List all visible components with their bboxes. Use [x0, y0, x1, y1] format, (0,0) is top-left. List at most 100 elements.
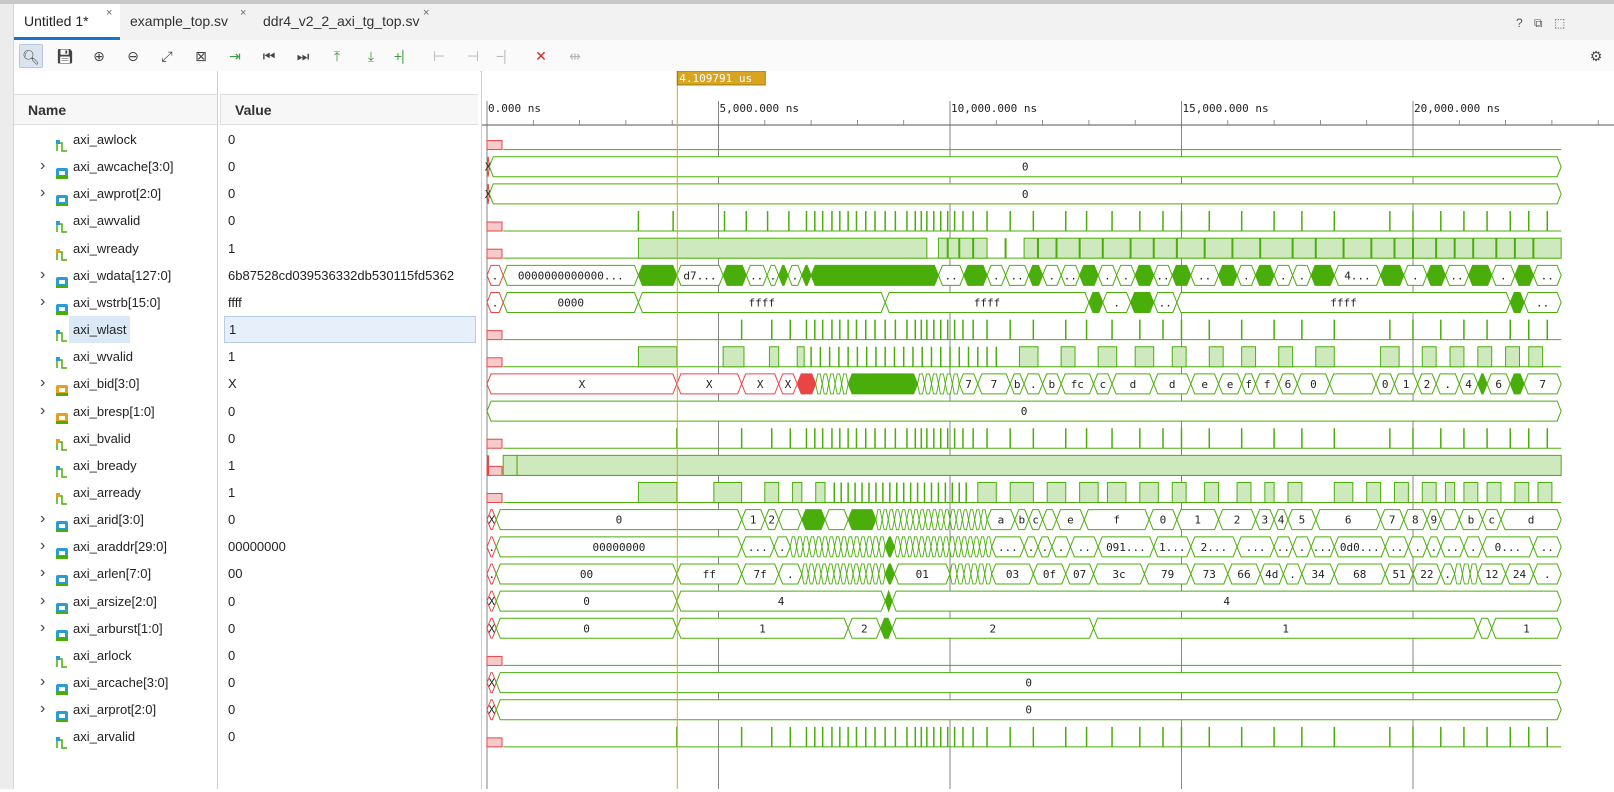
- signal-row[interactable]: axi_bready: [14, 452, 217, 479]
- signal-row[interactable]: › axi_awcache[3:0]: [14, 153, 217, 180]
- gear-icon[interactable]: ⚙: [1589, 48, 1603, 64]
- signal-row[interactable]: axi_wlast: [14, 316, 217, 344]
- waveform-axi_bresp[interactable]: 0: [486, 400, 1562, 422]
- value-column-header[interactable]: Value: [220, 94, 478, 125]
- next-marker-icon[interactable]: ⊣: [466, 48, 480, 64]
- waveform-axi_arlen[interactable]: . 00 ff 7f. 01 03 0f 07 3c 79 73 66 4d. 34 68 51 22. 12 24…: [486, 563, 1562, 585]
- snap-to-transition-icon[interactable]: ⇹: [569, 48, 581, 64]
- signal-value-row[interactable]: 0: [218, 398, 476, 425]
- signal-row[interactable]: axi_awvalid: [14, 207, 217, 234]
- signal-value-row[interactable]: X: [218, 370, 476, 397]
- signal-row[interactable]: › axi_arsize[2:0]: [14, 588, 217, 615]
- tab-untitled-1[interactable]: Untitled 1* ×: [14, 4, 120, 40]
- expand-chevron-icon[interactable]: ›: [40, 591, 46, 609]
- waveform-viewer[interactable]: 0.000 ns 5,000.000 ns 10,000.000 ns 15,000.…: [481, 70, 1614, 789]
- signal-value-row[interactable]: 1: [218, 452, 476, 479]
- expand-chevron-icon[interactable]: ›: [40, 401, 46, 419]
- signal-value-row[interactable]: 0: [218, 506, 476, 533]
- tab-example-top[interactable]: example_top.sv ×: [120, 4, 252, 40]
- signal-value-row[interactable]: 0: [218, 153, 476, 180]
- signal-row[interactable]: › axi_bid[3:0]: [14, 370, 217, 397]
- signal-row[interactable]: axi_arvalid: [14, 723, 217, 750]
- previous-marker-icon[interactable]: ⊢: [432, 48, 446, 64]
- time-cursor-flag[interactable]: [676, 70, 766, 86]
- expand-chevron-icon[interactable]: ›: [40, 537, 46, 555]
- close-icon[interactable]: ×: [423, 7, 430, 19]
- signal-row[interactable]: › axi_bresp[1:0]: [14, 398, 217, 425]
- restore-icon[interactable]: ⧉: [1534, 16, 1543, 30]
- expand-chevron-icon[interactable]: ›: [40, 700, 46, 718]
- add-marker-icon[interactable]: +⎸: [393, 48, 417, 64]
- signal-value-row[interactable]: 0: [218, 180, 476, 207]
- signal-row[interactable]: › axi_araddr[29:0]: [14, 533, 217, 560]
- expand-chevron-icon[interactable]: ›: [40, 157, 46, 175]
- signal-value-row[interactable]: 0: [218, 696, 476, 723]
- signal-row[interactable]: axi_wready: [14, 235, 217, 262]
- expand-chevron-icon[interactable]: ›: [40, 292, 46, 310]
- signal-value-row[interactable]: 0: [218, 126, 476, 153]
- waveform-axi_bready[interactable]: [486, 454, 1562, 476]
- waveform-axi_arlock[interactable]: [486, 655, 1562, 666]
- waveform-axi_arsize[interactable]: X 0 4 4: [486, 589, 1562, 613]
- zoom-in-icon[interactable]: ⊕: [93, 48, 105, 64]
- waveform-canvas[interactable]: 0.000 ns 5,000.000 ns 10,000.000 ns 15,000.…: [482, 70, 1614, 789]
- signal-value-row[interactable]: 00000000: [218, 533, 476, 560]
- expand-chevron-icon[interactable]: ›: [40, 564, 46, 582]
- waveform-axi_arburst[interactable]: X 0 1 2 2 1 1: [486, 617, 1562, 639]
- waveform-axi_wready[interactable]: [486, 237, 1562, 259]
- signal-value-row[interactable]: 0: [218, 588, 476, 615]
- signal-row[interactable]: axi_bvalid: [14, 425, 217, 452]
- help-icon[interactable]: ?: [1516, 16, 1523, 30]
- waveform-axi_bvalid[interactable]: [486, 428, 1562, 449]
- signal-value-row[interactable]: 1: [218, 235, 476, 262]
- close-icon[interactable]: ×: [106, 7, 113, 19]
- tab-ddr4-axi-tg-top[interactable]: ddr4_v2_2_axi_tg_top.sv ×: [253, 4, 437, 40]
- zoom-out-icon[interactable]: ⊖: [127, 48, 139, 64]
- signal-value-row[interactable]: 0: [218, 723, 476, 750]
- waveform-axi_awvalid[interactable]: [486, 211, 1562, 232]
- delete-marker-icon[interactable]: −⎸: [495, 48, 519, 64]
- next-transition-icon[interactable]: ⤓: [367, 48, 375, 64]
- waveform-axi_wdata[interactable]: . 0000000000000... d7.....................…: [486, 264, 1562, 286]
- waveform-axi_arvalid[interactable]: [486, 726, 1562, 748]
- waveform-axi_bid[interactable]: X X X X 7 7 b. b fc c d d e e f f 6 0 0 1 2. 4 6 7: [486, 373, 1562, 395]
- name-column-header[interactable]: Name: [14, 94, 217, 125]
- signal-row[interactable]: › axi_awprot[2:0]: [14, 180, 217, 207]
- signal-row[interactable]: axi_arready: [14, 479, 217, 506]
- search-icon[interactable]: 🔍︎: [19, 44, 43, 68]
- signal-value-row[interactable]: 0: [218, 207, 476, 234]
- go-to-start-icon[interactable]: ⏮: [262, 48, 276, 64]
- signal-row[interactable]: › axi_arcache[3:0]: [14, 669, 217, 696]
- waveform-axi_arready[interactable]: [486, 482, 1562, 504]
- expand-chevron-icon[interactable]: ›: [40, 673, 46, 690]
- maximize-icon[interactable]: ⬚: [1554, 16, 1566, 30]
- signal-value-row[interactable]: 1: [224, 316, 476, 344]
- signal-row[interactable]: › axi_wstrb[15:0]: [14, 289, 217, 316]
- signal-row[interactable]: › axi_arprot[2:0]: [14, 696, 217, 723]
- expand-chevron-icon[interactable]: ›: [40, 618, 46, 636]
- zoom-fit-icon[interactable]: ⤢: [161, 48, 173, 64]
- signal-value-row[interactable]: 0: [218, 615, 476, 642]
- signal-row[interactable]: axi_wvalid: [14, 343, 217, 370]
- signal-value-row[interactable]: 1: [218, 343, 476, 370]
- expand-chevron-icon[interactable]: ›: [40, 510, 46, 528]
- signal-row[interactable]: axi_arlock: [14, 642, 217, 669]
- waveform-axi_wlast[interactable]: [486, 319, 1562, 341]
- waveform-axi_awlock[interactable]: [486, 140, 1562, 151]
- delete-all-markers-icon[interactable]: ✕: [535, 48, 547, 64]
- previous-transition-icon[interactable]: ⤒: [333, 48, 341, 64]
- save-icon[interactable]: 💾︎: [56, 48, 74, 64]
- waveform-axi_wvalid[interactable]: [486, 346, 1562, 368]
- waveform-axi_araddr[interactable]: . 00000000............ 091... 1... 2........…: [486, 536, 1562, 558]
- close-icon[interactable]: ×: [240, 7, 247, 19]
- signal-row[interactable]: axi_awlock: [14, 126, 217, 153]
- signal-value-row[interactable]: 1: [218, 479, 476, 506]
- signal-row[interactable]: › axi_arid[3:0]: [14, 506, 217, 533]
- expand-chevron-icon[interactable]: ›: [40, 265, 46, 283]
- signal-row[interactable]: › axi_wdata[127:0]: [14, 262, 217, 289]
